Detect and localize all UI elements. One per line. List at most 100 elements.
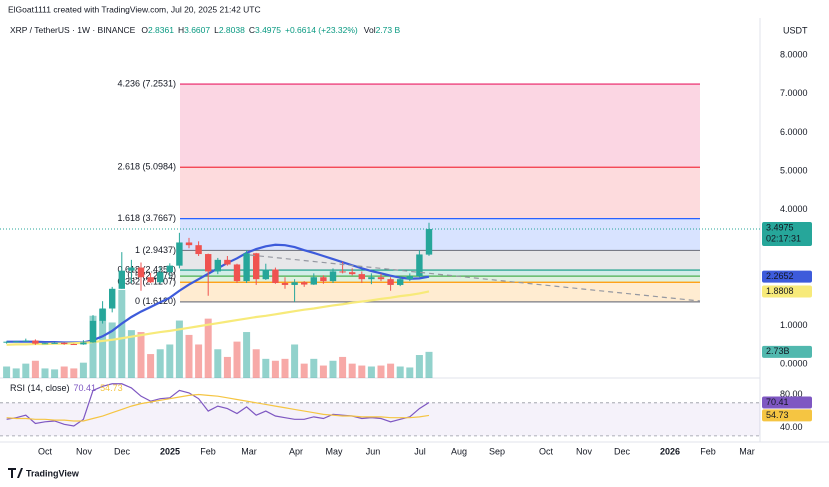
ohlc-label: O [141,25,148,35]
candle-body [358,274,365,280]
trend-projection [249,254,701,302]
volume-bar [339,356,347,378]
candle-body [377,277,385,280]
change: +0.6614 (+23.32%) [285,25,358,35]
y-tick-label: 8.0000 [780,50,808,60]
volume-bar [387,363,395,378]
volume-bar [108,322,116,378]
volume-bar [367,366,375,378]
volume-bar [41,368,49,378]
fib-label: 4.236 (7.2531) [117,78,176,88]
volume-bar [396,366,404,378]
rsi-ma-value: 54.73 [100,383,123,393]
volume-bar [243,332,251,378]
y-tick-label: 5.0000 [780,165,808,175]
candle-body [70,344,77,346]
fib-zone [180,167,700,219]
candle-body [118,270,125,289]
x-tick-label: Dec [114,446,131,456]
volume-bar [51,369,59,378]
candle-body [109,288,116,309]
candle-body [89,320,97,343]
volume-value: 2.73B [766,346,790,356]
candle-body [397,279,404,285]
moving-average [6,290,430,346]
candle-body [22,340,29,342]
candle-body [281,283,289,285]
volume-bar [31,360,39,378]
candle-body [13,341,20,343]
fib-label: 1 (2.9437) [135,245,176,255]
volume-bar [329,360,337,378]
volume-bar [99,309,107,378]
author-line: ElGoat1111 created with TradingView.com,… [8,4,261,14]
x-tick-label: Feb [700,446,716,456]
volume-bar [166,344,174,378]
candle-body [80,342,87,345]
x-tick-label: Mar [241,446,257,456]
last-price-box [762,222,812,247]
fib-zone [180,270,700,277]
volume-bar [127,330,135,378]
volume-bar [175,320,183,378]
candle-body [368,277,375,280]
y-tick-label: 1.0000 [780,320,808,330]
volume-bar [195,344,203,378]
x-tick-label: Jul [414,446,426,456]
x-tick-label: Oct [38,446,53,456]
vol-value: 2.73 B [376,25,401,35]
volume-bar [22,363,30,378]
volume-bar [271,360,279,378]
rsi-value: 70.41 [74,383,97,393]
rsi-line [6,383,430,427]
volume-bar [60,366,68,378]
candle-body [233,264,241,282]
ohlc-value: 2.8038 [219,25,245,35]
ma-value: 1.8808 [766,286,794,296]
volume-bar [214,349,222,378]
candle-body [214,259,221,272]
y-tick-label: 0.0000 [780,358,808,368]
x-tick-label: Apr [289,446,303,456]
volume-bar [156,349,164,378]
x-tick-label: Aug [451,446,467,456]
rsi-value-tag-box [762,396,812,409]
logo-icon [8,468,23,478]
fib-label: 2.618 (5.0984) [117,162,176,172]
volume-bar [262,358,270,378]
ohlc-label: C [249,25,255,35]
candle-body [128,267,135,271]
ma-value-box [762,270,812,283]
candle-body [320,277,327,282]
volume-bar [377,365,385,378]
volume-bar [118,289,126,378]
volume-bar [415,355,423,378]
y-tick-label: 7.0000 [780,88,808,98]
volume-bar [223,356,231,378]
candle-body [387,279,394,285]
volume-bar [12,368,20,378]
ma-value: 2.2652 [766,271,794,281]
x-tick-label: Sep [489,446,505,456]
candle-body [51,342,58,344]
candle-body [243,253,250,282]
candle-body [329,271,337,282]
vol-label: Vol [364,25,376,35]
fib-zone [180,84,700,168]
x-tick-label: Mar [739,446,755,456]
x-tick-label: Jun [366,446,381,456]
ohlc-value: 2.8361 [148,25,174,35]
candle-body [224,259,231,265]
volume-bar [252,349,260,378]
candle-body [137,267,145,278]
rsi-value-tag: 70.41 [766,397,789,407]
candle-body [195,245,202,255]
candle-body [41,343,49,345]
candle-body [99,308,106,321]
candle-body [166,265,173,273]
ohlc-value: 3.4975 [255,25,281,35]
candle-body [339,271,346,273]
fib-label: 0.382 (2.1207) [117,277,176,287]
fib-zone [180,276,700,283]
